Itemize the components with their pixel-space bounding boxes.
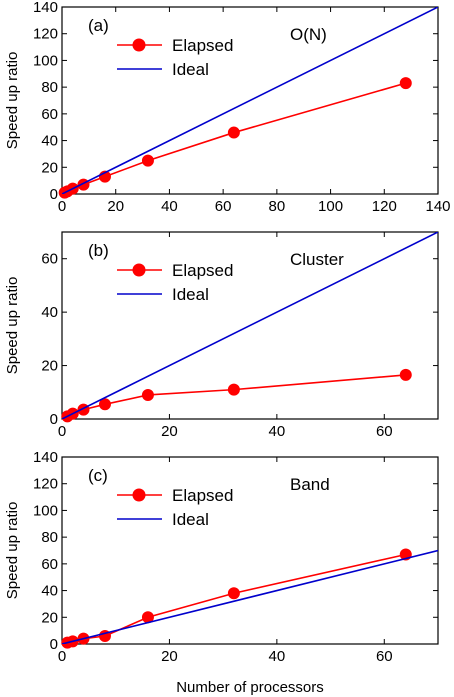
panel-3: 0 20 40 60 0 20 40 60 80 100 120 140 Speed up ratio N… — [4, 449, 439, 696]
series-line-ideal — [62, 549, 438, 644]
data-point-elapsed — [399, 368, 412, 381]
x-tick-label: 0 — [58, 198, 66, 215]
panel-label: (b) — [88, 241, 109, 260]
y-tick-label: 60 — [41, 106, 58, 123]
x-tick-label: 80 — [269, 198, 286, 215]
series-line-elapsed — [67, 374, 406, 418]
x-tick-label: 0 — [58, 423, 66, 440]
x-tick-label: 40 — [269, 648, 286, 665]
panel-label: (a) — [88, 16, 109, 35]
x-tick-label: 60 — [376, 648, 393, 665]
data-point-elapsed — [227, 383, 240, 396]
plot-frame — [61, 6, 439, 195]
panel-annotation: Band — [290, 475, 330, 494]
y-tick-label: 20 — [41, 609, 58, 626]
plot-frame — [61, 456, 439, 645]
y-axis-label: Speed up ratio — [4, 502, 21, 600]
x-tick-label: 140 — [425, 198, 450, 215]
y-axis-label: Speed up ratio — [4, 277, 21, 375]
panel-annotation: O(N) — [290, 25, 327, 44]
y-axis-label: Speed up ratio — [4, 52, 21, 150]
y-tick-label: 80 — [41, 79, 58, 96]
x-tick-label: 40 — [269, 423, 286, 440]
y-tick-label: 0 — [50, 186, 58, 203]
y-tick-label: 40 — [41, 133, 58, 150]
y-tick-label: 100 — [33, 52, 58, 69]
y-tick-label: 140 — [33, 449, 58, 466]
x-tick-label: 0 — [58, 648, 66, 665]
legend-marker-elapsed — [132, 38, 146, 52]
y-tick-label: 40 — [41, 304, 58, 321]
data-point-elapsed — [227, 126, 240, 139]
data-point-elapsed — [141, 154, 154, 167]
series-line-ideal — [62, 232, 438, 419]
legend-label-ideal: Ideal — [172, 510, 209, 529]
data-point-elapsed — [227, 587, 240, 600]
panel-1: 0 20 40 60 80 100 120 140 0 20 40 60 80 100 120 140 Spee… — [4, 0, 451, 215]
x-axis-label: Number of processors — [176, 679, 324, 696]
y-tick-label: 20 — [41, 159, 58, 176]
x-tick-label: 40 — [161, 198, 178, 215]
panel-label: (c) — [88, 466, 108, 485]
y-tick-label: 40 — [41, 583, 58, 600]
data-point-elapsed — [98, 398, 111, 411]
y-tick-label: 120 — [33, 26, 58, 43]
y-tick-label: 60 — [41, 251, 58, 268]
legend-label-ideal: Ideal — [172, 60, 209, 79]
y-tick-label: 80 — [41, 529, 58, 546]
legend-marker-elapsed — [132, 263, 146, 277]
x-tick-label: 60 — [215, 198, 232, 215]
panel-annotation: Cluster — [290, 250, 344, 269]
legend-label-elapsed: Elapsed — [172, 36, 233, 55]
legend: Elapsed Ideal — [117, 36, 233, 79]
data-point-elapsed — [141, 388, 154, 401]
x-tick-label: 20 — [107, 198, 124, 215]
series-line-ideal — [62, 7, 438, 194]
x-tick-label: 20 — [161, 423, 178, 440]
legend-label-ideal: Ideal — [172, 285, 209, 304]
x-tick-label: 120 — [372, 198, 397, 215]
data-point-elapsed — [399, 77, 412, 90]
y-tick-label: 20 — [41, 358, 58, 375]
legend-marker-elapsed — [132, 488, 146, 502]
y-tick-label: 0 — [50, 636, 58, 653]
y-tick-label: 140 — [33, 0, 58, 16]
y-tick-label: 100 — [33, 502, 58, 519]
y-tick-label: 120 — [33, 476, 58, 493]
x-tick-label: 20 — [161, 648, 178, 665]
plot-frame — [61, 231, 439, 420]
legend: Elapsed Ideal — [117, 486, 233, 529]
panel-2: 0 20 40 60 0 20 40 60 Speed up ratio (b) Cluster El… — [4, 231, 439, 440]
x-tick-label: 60 — [376, 423, 393, 440]
legend-label-elapsed: Elapsed — [172, 486, 233, 505]
legend: Elapsed Ideal — [117, 261, 233, 304]
x-tick-label: 100 — [318, 198, 343, 215]
y-tick-label: 0 — [50, 411, 58, 428]
legend-label-elapsed: Elapsed — [172, 261, 233, 280]
y-tick-label: 60 — [41, 556, 58, 573]
